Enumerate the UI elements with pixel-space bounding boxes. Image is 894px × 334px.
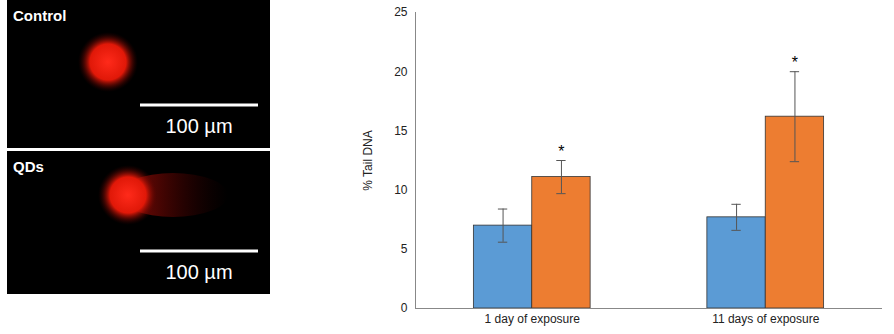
svg-text:15: 15 [394,124,408,138]
svg-text:5: 5 [401,242,408,256]
svg-text:10: 10 [394,183,408,197]
svg-text:Control: Control [13,7,66,24]
svg-text:% Tail DNA: % Tail DNA [361,130,375,190]
svg-text:11 days of exposure: 11 days of exposure [712,312,820,326]
svg-text:25: 25 [394,5,408,19]
svg-text:*: * [792,54,798,71]
svg-text:QDs: QDs [13,158,44,175]
svg-text:20: 20 [394,65,408,79]
svg-text:1 day of exposure: 1 day of exposure [485,312,581,326]
svg-text:0: 0 [401,301,408,315]
svg-text:100 µm: 100 µm [165,261,232,283]
svg-text:*: * [558,143,564,160]
svg-text:100 µm: 100 µm [165,115,232,137]
